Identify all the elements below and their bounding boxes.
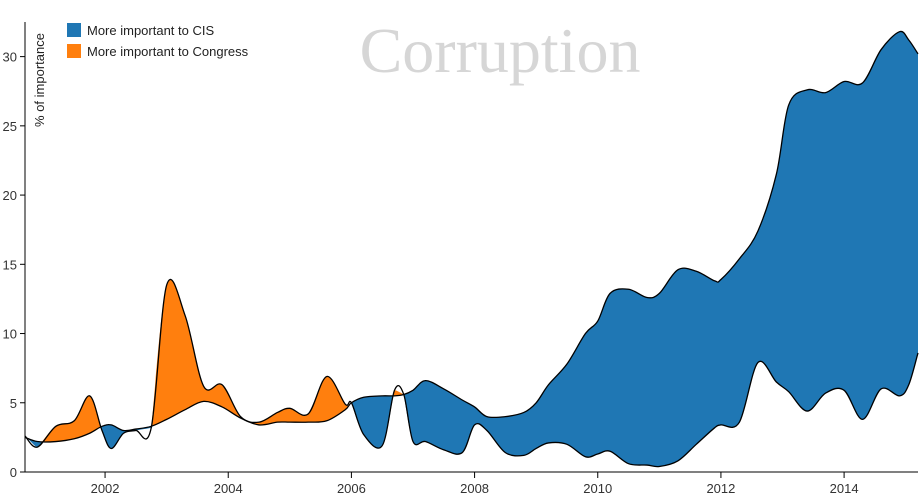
y-tick-label: 30 (3, 50, 17, 65)
legend: More important to CIS More important to C… (67, 23, 249, 59)
y-axis-label: % of importance (32, 33, 47, 127)
congress-area-segment (151, 279, 352, 427)
cis-line (24, 30, 919, 443)
x-tick-label: 2002 (91, 481, 120, 495)
congress-area-segment (42, 395, 101, 442)
areas-layer (24, 30, 919, 468)
y-tick-label: 0 (10, 465, 17, 480)
y-tick-label: 25 (3, 119, 17, 134)
y-tick-label: 10 (3, 327, 17, 342)
y-tick-label: 5 (10, 396, 17, 411)
congress-line (24, 278, 919, 468)
x-axis: 2002 2004 2006 2008 2010 2012 2014 (25, 471, 918, 495)
x-tick-label: 2010 (583, 481, 612, 495)
x-tick-label: 2012 (706, 481, 735, 495)
cis-area-segment (403, 31, 918, 467)
cis-area-segment (100, 424, 153, 449)
x-tick-label: 2014 (830, 481, 859, 495)
y-tick-label: 15 (3, 257, 17, 272)
legend-swatch (67, 44, 81, 58)
legend-label: More important to Congress (87, 44, 249, 59)
y-tick-label: 20 (3, 188, 17, 203)
chart-title: Corruption (360, 15, 641, 86)
x-tick-label: 2008 (460, 481, 489, 495)
y-axis: 0 5 10 15 20 25 30 (3, 22, 26, 480)
x-tick-label: 2006 (337, 481, 366, 495)
legend-swatch (67, 23, 81, 37)
cis-area-segment (350, 395, 394, 448)
x-tick-label: 2004 (214, 481, 243, 495)
legend-label: More important to CIS (87, 23, 214, 38)
